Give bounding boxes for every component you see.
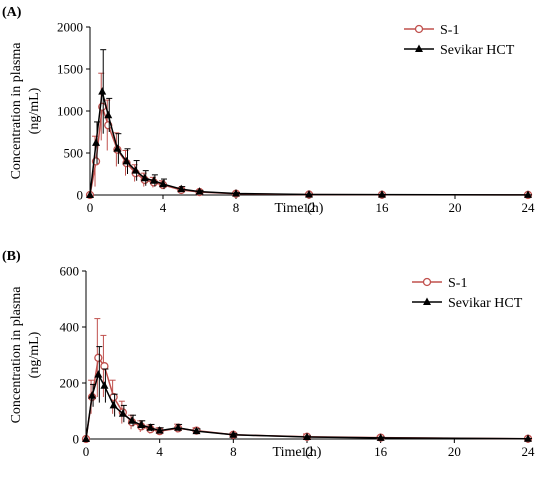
data-point bbox=[94, 370, 103, 378]
x-tick-label: 20 bbox=[449, 200, 462, 215]
data-point bbox=[86, 190, 94, 198]
legend-label: S-1 bbox=[448, 276, 467, 291]
x-axis-title: Time (h) bbox=[275, 201, 324, 216]
data-point bbox=[100, 362, 109, 371]
data-point bbox=[378, 190, 386, 198]
data-point bbox=[195, 187, 204, 195]
y-axis-title-line1: Concentration in plasma bbox=[9, 42, 24, 180]
x-tick-label: 8 bbox=[233, 200, 240, 215]
data-point bbox=[88, 391, 97, 399]
data-point bbox=[140, 173, 149, 182]
data-point bbox=[177, 184, 186, 193]
legend-label: Sevikar HCT bbox=[440, 43, 515, 58]
legend-label: Sevikar HCT bbox=[448, 296, 523, 311]
x-tick-label: 24 bbox=[522, 200, 536, 215]
legend: S-1 Sevikar HCT bbox=[404, 23, 515, 58]
data-point bbox=[98, 87, 107, 95]
y-tick-label: 200 bbox=[60, 376, 80, 391]
series-s1 bbox=[81, 318, 533, 444]
y-axis-title-line2: (ng/mL) bbox=[27, 331, 42, 378]
legend-marker bbox=[422, 277, 432, 287]
y-axis-title-line1: Concentration in plasma bbox=[9, 286, 24, 424]
y-tick-label: 500 bbox=[64, 146, 84, 161]
data-point bbox=[174, 423, 183, 431]
data-point bbox=[104, 110, 113, 119]
y-axis-title-line2: (ng/mL) bbox=[27, 87, 42, 134]
data-point bbox=[376, 433, 385, 441]
data-point bbox=[131, 166, 140, 174]
data-point bbox=[524, 190, 532, 198]
data-point bbox=[137, 420, 146, 428]
data-point bbox=[524, 434, 532, 442]
data-point bbox=[146, 423, 155, 431]
legend-marker bbox=[423, 297, 431, 305]
x-tick-label: 16 bbox=[376, 200, 390, 215]
data-point bbox=[113, 144, 122, 152]
panel-label: (B) bbox=[2, 249, 21, 264]
chart-panel-1: (A) 0 500 1000 1500 2000 0 4 8 12 16 20 24 Time (h) Co… bbox=[2, 5, 535, 216]
x-axis-title: Time (h) bbox=[273, 445, 322, 460]
data-point bbox=[303, 432, 311, 441]
x-tick-label: 12 bbox=[303, 200, 316, 215]
y-tick-label: 2000 bbox=[57, 20, 83, 35]
data-point bbox=[149, 176, 158, 184]
y-tick-label: 0 bbox=[77, 188, 84, 203]
x-tick-label: 4 bbox=[156, 444, 163, 459]
data-point bbox=[122, 156, 131, 165]
y-tick-label: 400 bbox=[60, 320, 80, 335]
data-point bbox=[128, 416, 137, 424]
chart-panel-2: (B) 0 200 400 600 0 4 8 12 16 20 24 Time (h) Concentr… bbox=[2, 249, 535, 460]
data-point bbox=[92, 138, 101, 146]
x-tick-label: 0 bbox=[87, 200, 94, 215]
data-point bbox=[305, 189, 313, 198]
x-tick-label: 16 bbox=[374, 444, 388, 459]
x-tick-label: 20 bbox=[448, 444, 461, 459]
y-tick-label: 0 bbox=[73, 432, 80, 447]
data-point bbox=[192, 426, 201, 435]
data-point bbox=[94, 353, 103, 362]
y-tick-label: 1500 bbox=[57, 62, 83, 77]
x-tick-label: 24 bbox=[522, 444, 536, 459]
series-sevikar-hct bbox=[82, 346, 532, 442]
data-point bbox=[159, 179, 167, 188]
data-point bbox=[109, 400, 118, 409]
series-line bbox=[85, 372, 529, 440]
data-point bbox=[232, 188, 240, 197]
x-tick-label: 8 bbox=[230, 444, 237, 459]
legend-marker bbox=[414, 24, 424, 34]
series-line bbox=[89, 91, 529, 196]
legend-marker bbox=[415, 44, 423, 52]
series-sevikar-hct bbox=[86, 49, 532, 198]
x-tick-label: 0 bbox=[83, 444, 90, 459]
y-tick-label: 600 bbox=[60, 264, 80, 279]
y-tick-label: 1000 bbox=[57, 104, 83, 119]
data-point bbox=[118, 409, 127, 417]
data-point bbox=[100, 381, 109, 389]
data-point bbox=[155, 426, 164, 434]
legend-label: S-1 bbox=[440, 23, 459, 38]
data-point bbox=[82, 434, 90, 442]
legend: S-1 Sevikar HCT bbox=[412, 276, 523, 311]
panel-label: (A) bbox=[2, 5, 22, 20]
data-point bbox=[229, 430, 238, 438]
x-tick-label: 4 bbox=[160, 200, 167, 215]
x-tick-label: 12 bbox=[301, 444, 314, 459]
